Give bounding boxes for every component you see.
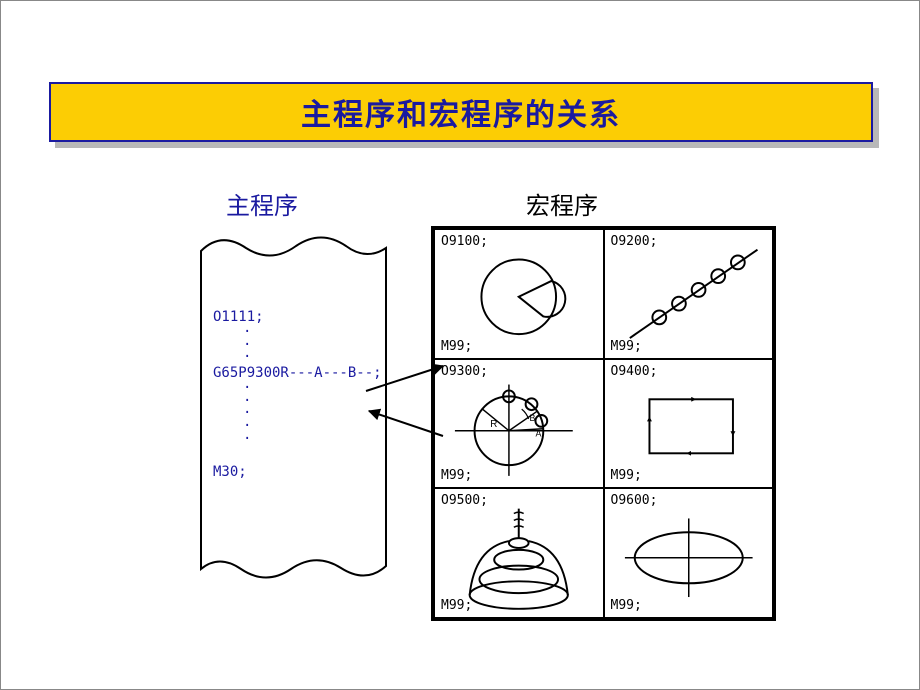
diagram-area: O1111; ··· G65P9300R---A---B--; ····· M3… xyxy=(186,226,816,656)
cell-bottom-label: M99; xyxy=(441,468,472,483)
macro-cell-9200: O9200; M99; xyxy=(604,229,774,359)
cell-bottom-label: M99; xyxy=(611,339,642,354)
macro-cell-9400: O9400; M99; xyxy=(604,359,774,489)
title-text: 主程序和宏程序的关系 xyxy=(301,90,621,134)
macro-program-label: 宏程序 xyxy=(526,186,598,221)
cell-bottom-label: M99; xyxy=(611,598,642,613)
main-program-content: O1111; ··· G65P9300R---A---B--; ····· M3… xyxy=(213,308,382,482)
macro-cell-9100: O9100; M99; xyxy=(434,229,604,359)
macro-grid: O9100; M99; O9200; M99; O9300; xyxy=(431,226,776,621)
macro-cell-9300: O9300; R B A M99; xyxy=(434,359,604,489)
main-header: O1111; xyxy=(213,308,382,326)
macro-cell-9500: O9500; M99; xyxy=(434,488,604,618)
main-call-line: G65P9300R---A---B--; xyxy=(213,364,382,382)
link-arrows xyxy=(361,351,451,461)
cell-bottom-label: M99; xyxy=(611,468,642,483)
svg-text:B: B xyxy=(530,413,536,423)
title-bar: 主程序和宏程序的关系 xyxy=(49,82,873,142)
cell-bottom-label: M99; xyxy=(441,598,472,613)
main-program-label: 主程序 xyxy=(226,186,298,221)
svg-text:R: R xyxy=(490,418,497,429)
svg-text:A: A xyxy=(535,428,541,438)
macro-cell-9600: O9600; M99; xyxy=(604,488,774,618)
main-end: M30; xyxy=(213,463,382,481)
